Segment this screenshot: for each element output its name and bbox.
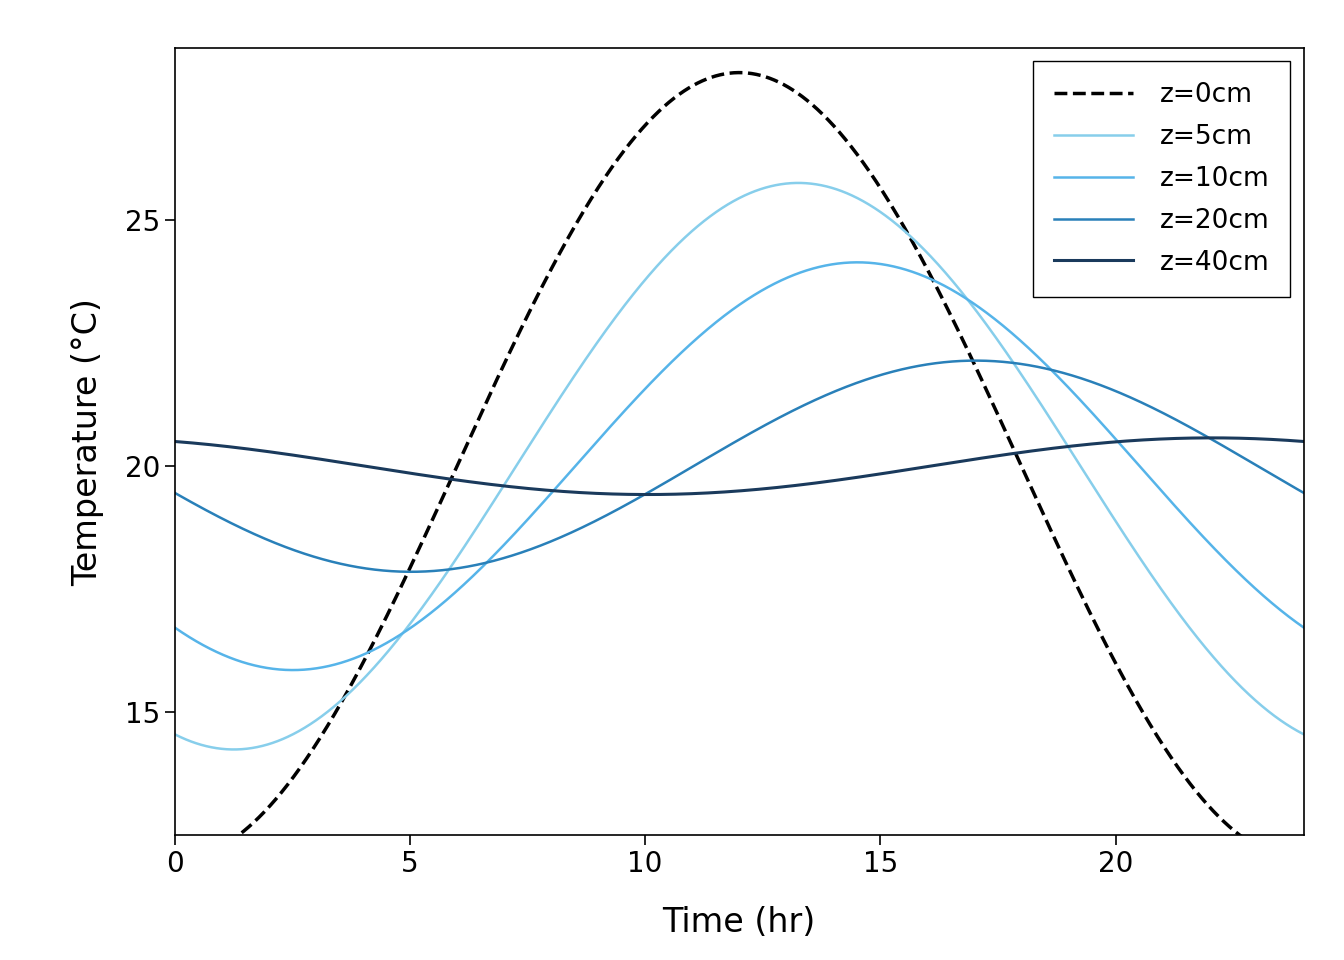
Legend: z=0cm, z=5cm, z=10cm, z=20cm, z=40cm: z=0cm, z=5cm, z=10cm, z=20cm, z=40cm (1034, 61, 1290, 297)
Y-axis label: Temperature (°C): Temperature (°C) (71, 298, 103, 586)
X-axis label: Time (hr): Time (hr) (663, 905, 816, 939)
